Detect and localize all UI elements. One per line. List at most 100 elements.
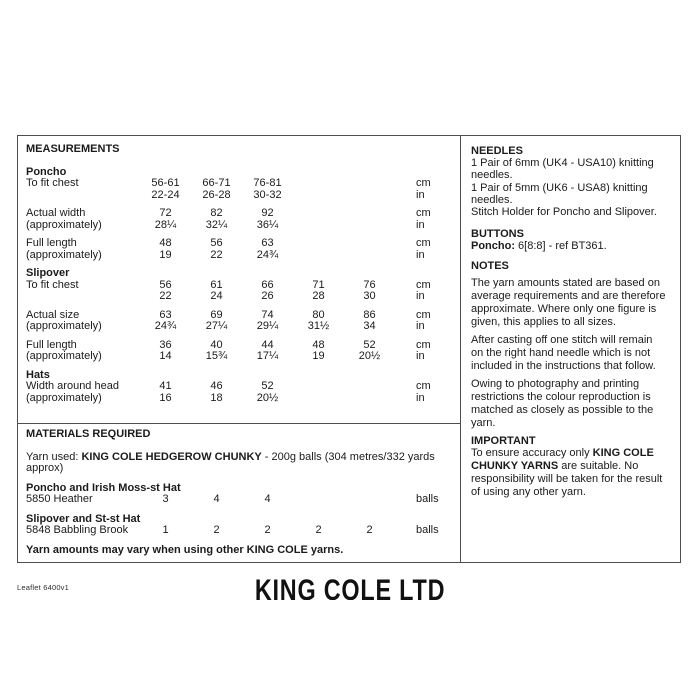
measurement-line-cm: To fit chest 56-61 66-71 76-81 cm [26, 177, 460, 190]
value-cell [344, 250, 395, 262]
qty-cell: 4 [213, 493, 220, 505]
notes-section: NOTES The yarn amounts stated are based … [471, 260, 674, 430]
value-cell: 34 [363, 320, 376, 332]
needles-section: NEEDLES 1 Pair of 6mm (UK4 - USA10) knit… [471, 145, 674, 218]
qty-cell [344, 494, 395, 506]
value-cell: 20½ [358, 350, 381, 362]
value-cell: 86 [363, 308, 376, 321]
value-cell: 48 [159, 237, 172, 249]
value-cell: 52 [261, 380, 274, 392]
qty-cell: 1 [162, 524, 169, 536]
notes-line: After casting off one stitch will remain [471, 333, 653, 346]
info-frame: MEASUREMENTS Poncho To fit chest 56-61 6… [17, 135, 681, 563]
value-cell: 32¼ [205, 218, 228, 231]
measurement-row: Full length 36 40 44 48 52 cm (approxima… [26, 338, 460, 363]
yarn-group-slipover-hat: Slipover and St-st Hat 5848 Babbling Bro… [26, 513, 456, 537]
measurement-line-in: (approximately) 28¼ 32¼ 36¼ in [26, 218, 460, 232]
row-label2 [26, 190, 140, 202]
needles-line: 1 Pair of 6mm (UK4 - USA10) knitting [471, 157, 654, 170]
value-cell: 28¼ [154, 218, 177, 231]
value-cell: 63 [159, 308, 172, 321]
qty-cell: 4 [264, 493, 271, 505]
value-cell: 44 [261, 338, 274, 351]
value-cell: 82 [210, 207, 223, 219]
needles-line: needles. [471, 169, 513, 182]
value-cell: 15¾ [205, 350, 228, 362]
notes-paragraph: After casting off one stitch will remain… [471, 334, 674, 373]
row-label: Actual size [26, 308, 80, 321]
value-cell: 31½ [307, 320, 330, 332]
value-cell [344, 393, 395, 405]
value-cell: 24 [210, 290, 223, 302]
qty-cell: 2 [315, 524, 322, 536]
unit-cm: cm [416, 207, 431, 219]
measurement-row: To fit chest 56 61 66 71 76 cm 22 24 [26, 278, 460, 303]
row-label: To fit chest [26, 278, 79, 291]
yarn-quantity-row: 5850 Heather 3 4 4 balls [26, 493, 456, 506]
measurement-line-in: 22-24 26-28 30-32 in [26, 188, 460, 202]
important-paragraph: To ensure accuracy only KING COLE CHUNKY… [471, 447, 674, 499]
measurement-row: Width around head 41 46 52 cm (approxima… [26, 380, 460, 405]
unit-in: in [416, 290, 425, 302]
value-cell: 36¼ [256, 218, 279, 231]
notes-line: matched as closely as possible to the [471, 403, 654, 416]
unit-cm: cm [416, 308, 431, 321]
buttons-detail: 6[8:8] - ref BT361. [515, 240, 607, 253]
group-heading: Poncho [26, 165, 67, 178]
qty-cell: 3 [162, 493, 169, 505]
value-cell [293, 238, 344, 250]
unit-in: in [416, 350, 425, 362]
value-cell: 20½ [256, 391, 279, 404]
important-text: To ensure accuracy only [471, 447, 593, 460]
yarn-used-suffix: - 200g balls (304 metres/332 yards [261, 450, 435, 463]
needles-line: needles. [471, 193, 513, 206]
qty-cell: 2 [213, 524, 220, 536]
measurement-row: Full length 48 56 63 cm (approximately) … [26, 237, 460, 262]
footer-brand-clipped: KING COLE LTD [0, 576, 700, 600]
important-brand: CHUNKY YARNS [471, 460, 559, 473]
measurement-group-slipover: Slipover To fit chest 56 61 66 71 76 cm [26, 267, 460, 363]
value-cell: 22-24 [151, 188, 180, 201]
yarn-brand-name: KING COLE HEDGEROW CHUNKY [81, 450, 262, 463]
unit-in: in [416, 320, 425, 332]
value-cell: 76 [363, 278, 376, 291]
value-cell: 80 [312, 308, 325, 321]
value-cell: 19 [312, 350, 325, 362]
important-brand: KING COLE [592, 447, 654, 460]
value-cell: 69 [210, 308, 223, 321]
value-cell: 16 [159, 391, 172, 404]
measurement-line-in: 22 24 26 28 30 in [26, 290, 460, 303]
row-label2: (approximately) [26, 350, 102, 362]
value-cell: 52 [363, 338, 376, 351]
value-cell [293, 220, 344, 232]
unit-in: in [416, 248, 425, 261]
value-cell: 56 [210, 237, 223, 249]
buttons-title: BUTTONS [471, 228, 524, 241]
measurement-group-poncho: Poncho To fit chest 56-61 66-71 76-81 cm [26, 165, 460, 262]
measurement-row: Actual width 72 82 92 cm (approximately)… [26, 207, 460, 232]
measurement-line-in: (approximately) 16 18 20½ in [26, 391, 460, 405]
value-cell [293, 208, 344, 220]
measurement-line-cm: Full length 36 40 44 48 52 cm [26, 338, 460, 352]
value-cell: 24¾ [256, 248, 279, 261]
value-cell [293, 178, 344, 190]
value-cell: 71 [312, 278, 325, 291]
unit-cm: cm [416, 177, 431, 189]
value-cell: 66-71 [202, 177, 231, 189]
value-cell [293, 190, 344, 202]
measurement-line-in: (approximately) 14 15¾ 17¼ 19 20½ in [26, 350, 460, 363]
group-heading: Hats [26, 368, 50, 381]
needles-line: Stitch Holder for Poncho and Slipover. [471, 206, 657, 219]
notes-line: yarn. [471, 416, 496, 429]
qty-cell [293, 494, 344, 506]
row-label: To fit chest [26, 177, 79, 189]
row-label2: (approximately) [26, 218, 102, 231]
qty-cell: 2 [264, 524, 271, 536]
unit-cm: cm [416, 237, 431, 249]
notes-paragraph: The yarn amounts stated are based on ave… [471, 277, 674, 329]
row-label2: (approximately) [26, 320, 102, 332]
measurement-line-cm: Actual size 63 69 74 80 86 cm [26, 308, 460, 322]
qty-cell: 2 [366, 524, 373, 536]
value-cell: 41 [159, 380, 172, 392]
row-label2 [26, 291, 140, 303]
